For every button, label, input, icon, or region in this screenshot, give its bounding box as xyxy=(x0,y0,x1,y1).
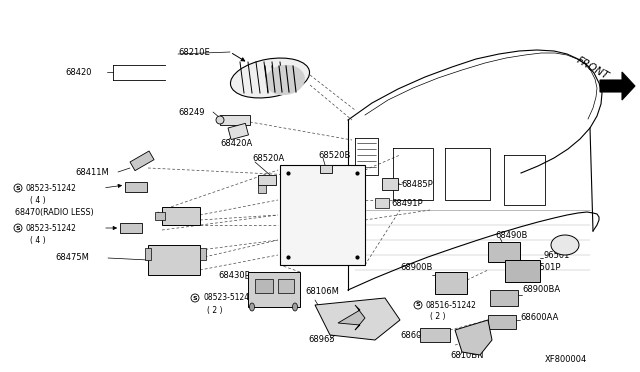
Text: 68900BA: 68900BA xyxy=(522,285,560,295)
Circle shape xyxy=(14,224,22,232)
Text: 68475M: 68475M xyxy=(55,253,89,263)
Text: 08523-51242: 08523-51242 xyxy=(26,224,77,232)
Text: 68430P: 68430P xyxy=(218,270,250,279)
Bar xyxy=(278,279,294,293)
Bar xyxy=(248,272,300,307)
Ellipse shape xyxy=(250,303,255,311)
Bar xyxy=(228,124,248,140)
Bar xyxy=(255,279,273,293)
Text: 08516-51242: 08516-51242 xyxy=(426,301,477,310)
Bar xyxy=(505,260,540,282)
Bar xyxy=(162,207,200,225)
Ellipse shape xyxy=(230,58,310,98)
Bar xyxy=(220,115,250,125)
Bar xyxy=(155,212,165,220)
Bar xyxy=(125,182,147,192)
Text: S: S xyxy=(16,186,20,190)
Text: 08523-51242: 08523-51242 xyxy=(26,183,77,192)
Text: 68470(RADIO LESS): 68470(RADIO LESS) xyxy=(15,208,93,217)
Circle shape xyxy=(414,301,422,309)
Bar xyxy=(258,185,266,193)
Text: 08523-51242: 08523-51242 xyxy=(203,294,254,302)
Bar xyxy=(375,198,389,208)
Circle shape xyxy=(191,294,199,302)
Bar xyxy=(488,315,516,329)
Text: 68420: 68420 xyxy=(65,67,92,77)
Polygon shape xyxy=(455,320,492,355)
Polygon shape xyxy=(338,305,365,330)
Text: ( 4 ): ( 4 ) xyxy=(30,235,45,244)
Text: 6810BN: 6810BN xyxy=(450,350,483,359)
Text: 68520: 68520 xyxy=(293,166,319,174)
Text: 68490B: 68490B xyxy=(495,231,527,240)
Bar xyxy=(382,178,398,190)
Text: S: S xyxy=(193,295,197,301)
Bar xyxy=(490,290,518,306)
Bar xyxy=(488,242,520,262)
Bar xyxy=(130,151,154,171)
Text: 68600A: 68600A xyxy=(400,330,433,340)
Polygon shape xyxy=(600,72,635,100)
Ellipse shape xyxy=(265,65,305,95)
Bar xyxy=(258,175,276,185)
Bar xyxy=(145,248,151,260)
Ellipse shape xyxy=(292,303,298,311)
Bar xyxy=(320,165,332,173)
Bar xyxy=(280,165,365,265)
Circle shape xyxy=(14,184,22,192)
Text: 68965: 68965 xyxy=(308,336,335,344)
Text: S: S xyxy=(16,225,20,231)
Text: 68106M: 68106M xyxy=(305,288,339,296)
Text: 68420A: 68420A xyxy=(220,138,252,148)
Bar xyxy=(420,328,450,342)
Text: 96501: 96501 xyxy=(543,250,570,260)
Bar xyxy=(435,272,467,294)
Text: 68520A: 68520A xyxy=(252,154,284,163)
Bar xyxy=(148,245,200,275)
Text: ( 4 ): ( 4 ) xyxy=(30,196,45,205)
Bar xyxy=(200,248,206,260)
Text: 68600AA: 68600AA xyxy=(520,314,558,323)
Text: 68520B: 68520B xyxy=(318,151,350,160)
Polygon shape xyxy=(315,298,400,340)
Text: FRONT: FRONT xyxy=(575,55,611,81)
Text: ( 2 ): ( 2 ) xyxy=(207,305,223,314)
Text: S: S xyxy=(416,302,420,308)
Text: 96501P: 96501P xyxy=(530,263,561,273)
Ellipse shape xyxy=(551,235,579,255)
Text: 68210E: 68210E xyxy=(178,48,210,57)
Ellipse shape xyxy=(216,116,224,124)
Text: 68485P: 68485P xyxy=(401,180,433,189)
Text: XF800004: XF800004 xyxy=(545,356,588,365)
Bar xyxy=(120,223,142,233)
Text: ( 2 ): ( 2 ) xyxy=(430,312,445,321)
Text: 68491P: 68491P xyxy=(391,199,422,208)
Text: 68249: 68249 xyxy=(178,108,205,116)
Text: 68900B: 68900B xyxy=(400,263,433,273)
Text: 68411M: 68411M xyxy=(75,167,109,176)
